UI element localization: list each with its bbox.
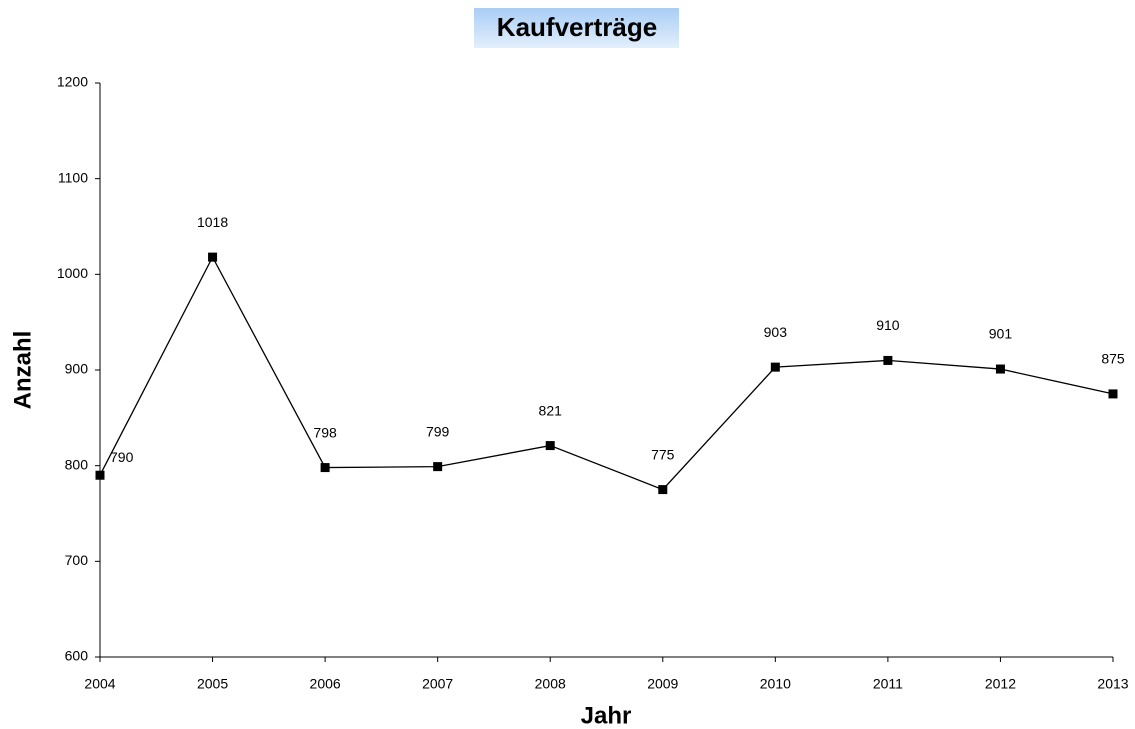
x-tick-label: 2011	[873, 676, 903, 692]
x-tick-label: 2005	[197, 676, 228, 692]
y-tick-label: 600	[65, 648, 89, 664]
y-tick-label: 1100	[58, 169, 88, 185]
x-tick-label: 2013	[1097, 676, 1128, 692]
y-tick-label: 1200	[57, 74, 88, 90]
data-label: 910	[876, 317, 900, 333]
marker	[433, 462, 443, 472]
data-label: 903	[764, 324, 788, 340]
x-tick-label: 2004	[84, 676, 115, 692]
marker	[95, 470, 105, 480]
marker	[883, 355, 893, 365]
marker	[545, 441, 555, 451]
x-tick-label: 2009	[647, 676, 678, 692]
data-label: 775	[651, 446, 675, 462]
line	[99, 255, 1114, 491]
x-tick-label: 2006	[310, 676, 341, 692]
title-background	[474, 8, 679, 48]
marker	[1108, 389, 1118, 399]
x-axis-label: Jahr	[581, 702, 632, 729]
y-tick-label: 800	[65, 456, 89, 472]
x-tick-label: 2012	[985, 676, 1016, 692]
x-tick-label: 2010	[760, 676, 791, 692]
y-tick-label: 900	[65, 361, 89, 377]
data-label: 821	[539, 402, 563, 418]
x-tick-label: 2008	[535, 676, 566, 692]
y-axis-label: Anzahl	[9, 331, 36, 410]
data-label: 790	[110, 449, 134, 465]
chart-title: Kaufverträge	[497, 12, 657, 42]
data-label: 901	[989, 326, 1013, 342]
marker	[320, 463, 330, 473]
x-tick-label: 2007	[422, 676, 453, 692]
data-label: 875	[1101, 351, 1125, 367]
marker	[770, 362, 780, 372]
marker	[208, 252, 218, 262]
data-label: 798	[313, 424, 337, 440]
marker	[995, 364, 1005, 374]
y-tick-label: 700	[65, 552, 89, 568]
data-label: 1018	[197, 214, 228, 230]
y-tick-label: 1000	[57, 265, 88, 281]
marker	[658, 485, 668, 495]
data-label: 799	[426, 423, 450, 439]
